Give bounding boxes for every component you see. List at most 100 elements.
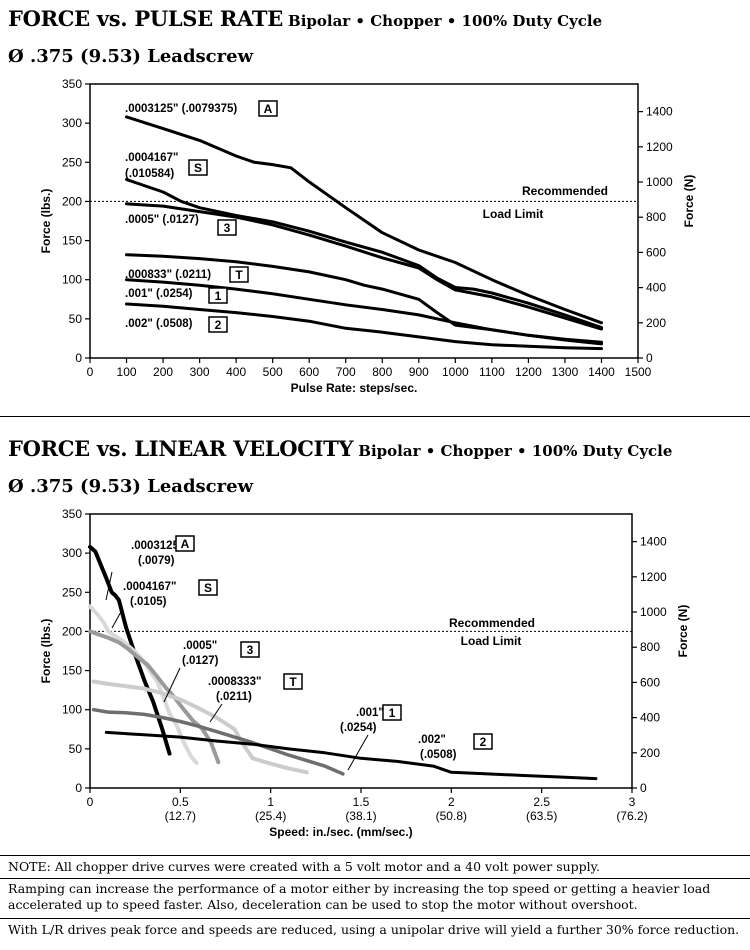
series-leader-line-1 [347,734,369,771]
series-sublabel-S: (.0105) [130,596,167,608]
y2-tick-label: 1200 [646,140,673,154]
series-badge-box-1 [382,704,402,721]
series-line-2 [104,730,598,781]
series-label-3: .0005" (.0127) [125,214,199,226]
force-vs-pulse-rate-chart: 0501001502002503003500200400600800100012… [39,77,696,395]
x-tick-label: 2 [448,795,455,809]
series-badge-A: A [264,102,273,116]
series-badge-box-S [198,579,218,596]
x-tick-sublabel: (12.7) [165,809,196,823]
series-label-A: .0003125" (.0079375) [125,103,237,115]
y-tick-label: 150 [62,664,82,678]
x-tick-label: 1.5 [353,795,370,809]
x-tick-label: 0 [87,795,94,809]
section-divider [0,416,750,417]
x-tick-label: 1500 [625,365,652,379]
y2-tick-label: 800 [640,640,660,654]
series-sublabel-1: (.0254) [340,722,377,734]
series-label-T: .000833" (.0211) [125,269,211,281]
series-badge-box-T [283,673,303,690]
series-badge-S: S [194,161,202,175]
y-tick-label: 50 [69,312,83,326]
notes-divider-middle [0,878,750,879]
y2-tick-label: 0 [640,781,647,795]
x-tick-sublabel: (76.2) [616,809,647,823]
series-badge-box-A [258,100,278,117]
y2-tick-label: 1400 [646,105,673,119]
top-chart-title: FORCE vs. PULSE RATE Bipolar • Chopper •… [8,6,602,31]
force-vs-linear-velocity-chart: 0501001502002503003500200400600800100012… [39,507,690,839]
x-tick-label: 400 [226,365,246,379]
x-tick-label: 600 [299,365,319,379]
bottom-chart-title-sub: Bipolar • Chopper • 100% Duty Cycle [358,442,673,460]
series-leader-line-T [209,703,223,723]
y-tick-label: 250 [62,585,82,599]
notes-divider-bottom [0,918,750,919]
series-label-1: .001" [356,707,384,719]
y-tick-label: 200 [62,624,82,638]
y-tick-label: 150 [62,234,82,248]
bottom-chart-title: FORCE vs. LINEAR VELOCITY Bipolar • Chop… [8,436,672,461]
series-sublabel-T: (.0211) [216,691,252,703]
series-label-T: .0008333" [208,676,261,688]
x-tick-label: 3 [629,795,636,809]
y-tick-label: 100 [62,703,82,717]
y2-tick-label: 600 [640,675,660,689]
plot-frame [89,83,639,359]
y-axis-label: Force (lbs.) [39,189,53,254]
series-label-1: .001" (.0254) [125,288,193,300]
series-line-2 [125,302,603,351]
y-tick-label: 250 [62,155,82,169]
series-label-S: .0004167" [125,152,178,164]
x-axis-label: Pulse Rate: steps/sec. [291,381,418,395]
x-tick-label: 1400 [588,365,615,379]
series-badge-A: A [181,537,190,551]
series-badge-box-2 [473,733,493,750]
series-line-S [125,178,603,329]
series-badge-2: 2 [215,318,222,332]
x-tick-sublabel: (63.5) [526,809,557,823]
series-line-T [91,679,309,775]
reference-label-line2: Load Limit [461,634,522,648]
y2-tick-label: 0 [646,351,653,365]
y-tick-label: 350 [62,77,82,91]
y-tick-label: 300 [62,116,82,130]
series-badge-1: 1 [215,289,222,303]
y2-tick-label: 400 [646,281,666,295]
series-badge-box-2 [208,316,228,333]
x-tick-label: 300 [190,365,210,379]
series-leader-line-A [105,571,113,601]
top-chart-title-main: FORCE vs. PULSE RATE [8,6,283,31]
y2-tick-label: 1200 [640,570,667,584]
y-tick-label: 200 [62,194,82,208]
series-badge-box-3 [217,219,237,236]
series-sublabel-3: (.0127) [182,655,219,667]
x-tick-label: 900 [409,365,429,379]
y2-tick-label: 800 [646,210,666,224]
x-axis-label: Speed: in./sec. (mm/sec.) [269,825,412,839]
series-line-1 [91,707,345,776]
series-label-A: .0003125" [131,540,184,552]
series-label-S: .0004167" [123,581,176,593]
series-badge-T: T [235,268,243,282]
series-badge-S: S [204,581,212,595]
series-label-2: .002" [418,734,446,746]
x-tick-label: 0.5 [172,795,189,809]
series-badge-box-3 [240,641,260,658]
y-tick-label: 100 [62,273,82,287]
note-ramping: Ramping can increase the performance of … [8,881,711,912]
y2-tick-label: 200 [640,746,660,760]
series-badge-box-S [188,159,208,176]
y-axis-label: Force (lbs.) [39,619,53,684]
x-tick-sublabel: (38.1) [345,809,376,823]
series-leader-line-3 [163,667,181,703]
x-tick-label: 1000 [442,365,469,379]
y2-axis-label: Force (N) [682,175,696,228]
y-tick-label: 0 [75,781,82,795]
series-sublabel-S: (.010584) [125,168,174,180]
top-chart-title-sub: Bipolar • Chopper • 100% Duty Cycle [288,12,603,30]
y2-tick-label: 400 [640,711,660,725]
series-badge-T: T [289,675,297,689]
series-line-A [125,115,603,325]
reference-label-line2: Load Limit [483,207,544,221]
